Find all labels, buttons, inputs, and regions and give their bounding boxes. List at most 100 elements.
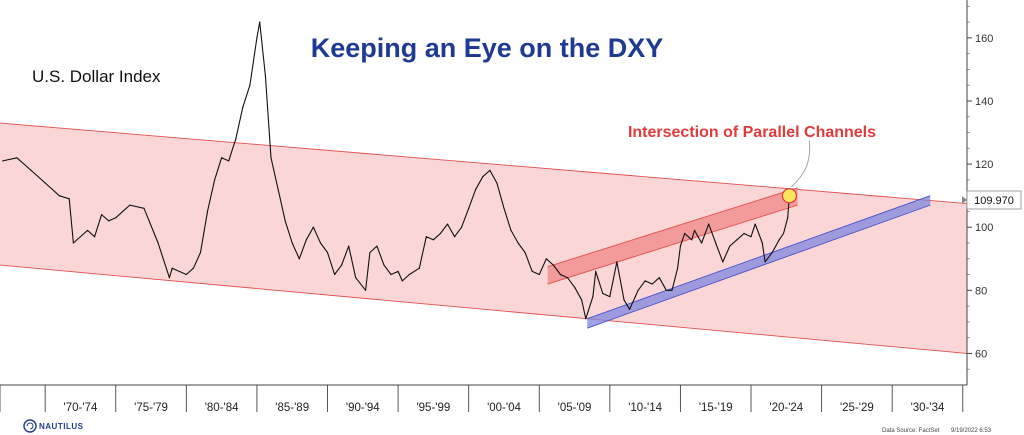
channel-upper-edge-1 (547, 187, 798, 268)
dxy-point (684, 232, 686, 235)
x-tick-label: '95-'99 (416, 402, 450, 414)
dxy-point (312, 226, 314, 228)
dxy-point (658, 277, 660, 279)
dxy-point (671, 289, 673, 291)
dxy-point (691, 239, 693, 241)
x-tick-label: '10-'14 (628, 402, 662, 414)
dxy-point (782, 232, 785, 235)
dxy-point (185, 273, 187, 276)
axes-layer: 60 80 100 120 140 160 '70-'74 '75-'79 '80-'84 '85… (0, 0, 993, 414)
dxy-point (256, 37, 258, 39)
y-tick-label: 60 (975, 348, 987, 360)
dxy-point (665, 289, 667, 291)
logo: NAUTILUS (23, 419, 84, 433)
dxy-point (715, 242, 717, 244)
dxy-point (228, 160, 230, 162)
x-tick-label: '70-'74 (64, 402, 98, 414)
dxy-point (585, 318, 587, 320)
dxy-point (348, 245, 350, 247)
x-tick-label: '85-'89 (275, 402, 309, 414)
dxy-point (277, 188, 279, 190)
chart-title: Keeping an Eye on the DXY (311, 33, 664, 63)
dxy-point (634, 296, 636, 298)
dxy-point (517, 242, 519, 244)
dxy-point (259, 21, 261, 23)
dxy-point (341, 264, 343, 266)
channel-band-0 (0, 123, 967, 354)
annotation-text: Intersection of Parallel Channels (628, 124, 876, 141)
nautilus-shell-icon (23, 419, 37, 433)
channel-band-2 (587, 195, 931, 329)
dxy-point (242, 106, 244, 108)
x-tick-label: '20-'24 (769, 402, 803, 414)
dxy-point (644, 280, 646, 282)
dxy-point (199, 251, 202, 254)
dxy-point (566, 277, 569, 279)
dxy-point (365, 289, 367, 291)
dxy-point (305, 239, 307, 241)
timestamp-label: 9/19/2022 6:53 (951, 428, 992, 434)
dxy-point (482, 176, 484, 178)
dxy-point (397, 270, 399, 272)
dxy-point (761, 242, 763, 244)
dxy-point (538, 273, 540, 276)
dxy-point (214, 179, 216, 181)
dxy-point (284, 220, 286, 222)
price-line-layer (2, 21, 791, 320)
dxy-point (383, 264, 385, 266)
dxy-point (629, 308, 631, 310)
last-value-badge: 109.970 (962, 190, 1022, 210)
dxy-point (101, 214, 103, 216)
dxy-point (531, 270, 533, 272)
dxy-point (298, 258, 300, 260)
dxy-point (496, 182, 498, 184)
dxy-point (439, 232, 441, 235)
annotation-layer (781, 140, 811, 204)
dxy-point (771, 251, 773, 254)
dxy-point (157, 242, 159, 244)
nautilus-spiral-icon (26, 422, 34, 430)
channel-upper-edge-2 (587, 195, 931, 320)
y-tick-label: 80 (975, 285, 987, 297)
dxy-point (750, 236, 752, 238)
dxy-point (503, 207, 505, 209)
dxy-point (754, 223, 756, 225)
dxy-point (408, 273, 410, 276)
dxy-point (609, 296, 611, 298)
dxy-point (44, 182, 46, 184)
dxy-point (764, 261, 766, 263)
dxy-point (16, 157, 18, 159)
logo-text: NAUTILUS (39, 422, 84, 431)
dxy-point (192, 267, 194, 269)
dxy-point (319, 242, 322, 244)
dxy-point (221, 157, 223, 159)
dxy-point (334, 273, 336, 276)
x-tick-label: '15-'19 (699, 402, 733, 414)
annotation-connector (791, 140, 811, 188)
dxy-point (355, 277, 357, 279)
x-tick-label: '25-'29 (840, 402, 874, 414)
dxy-point (171, 267, 173, 269)
dxy-point (524, 251, 526, 254)
channel-lower-edge-0 (0, 264, 968, 354)
y-tick-label: 100 (975, 222, 993, 234)
dxy-point (432, 239, 434, 241)
dxy-point (129, 204, 131, 206)
dxy-point (787, 217, 789, 219)
dxy-point (376, 245, 378, 247)
y-tick-label: 160 (975, 33, 993, 45)
dxy-point (425, 236, 427, 238)
dxy-point (743, 232, 745, 235)
dxy-point (390, 273, 392, 276)
dxy-point (708, 223, 710, 225)
dxy-point (545, 258, 547, 260)
dxy-point (616, 261, 618, 263)
dxy-point (72, 242, 74, 244)
intersection-marker (781, 188, 798, 204)
dxy-point (2, 160, 4, 162)
dxy-point (677, 267, 679, 269)
channel-layer (0, 122, 968, 354)
dxy-point (701, 242, 703, 244)
last-value-label: 109.970 (974, 195, 1014, 207)
